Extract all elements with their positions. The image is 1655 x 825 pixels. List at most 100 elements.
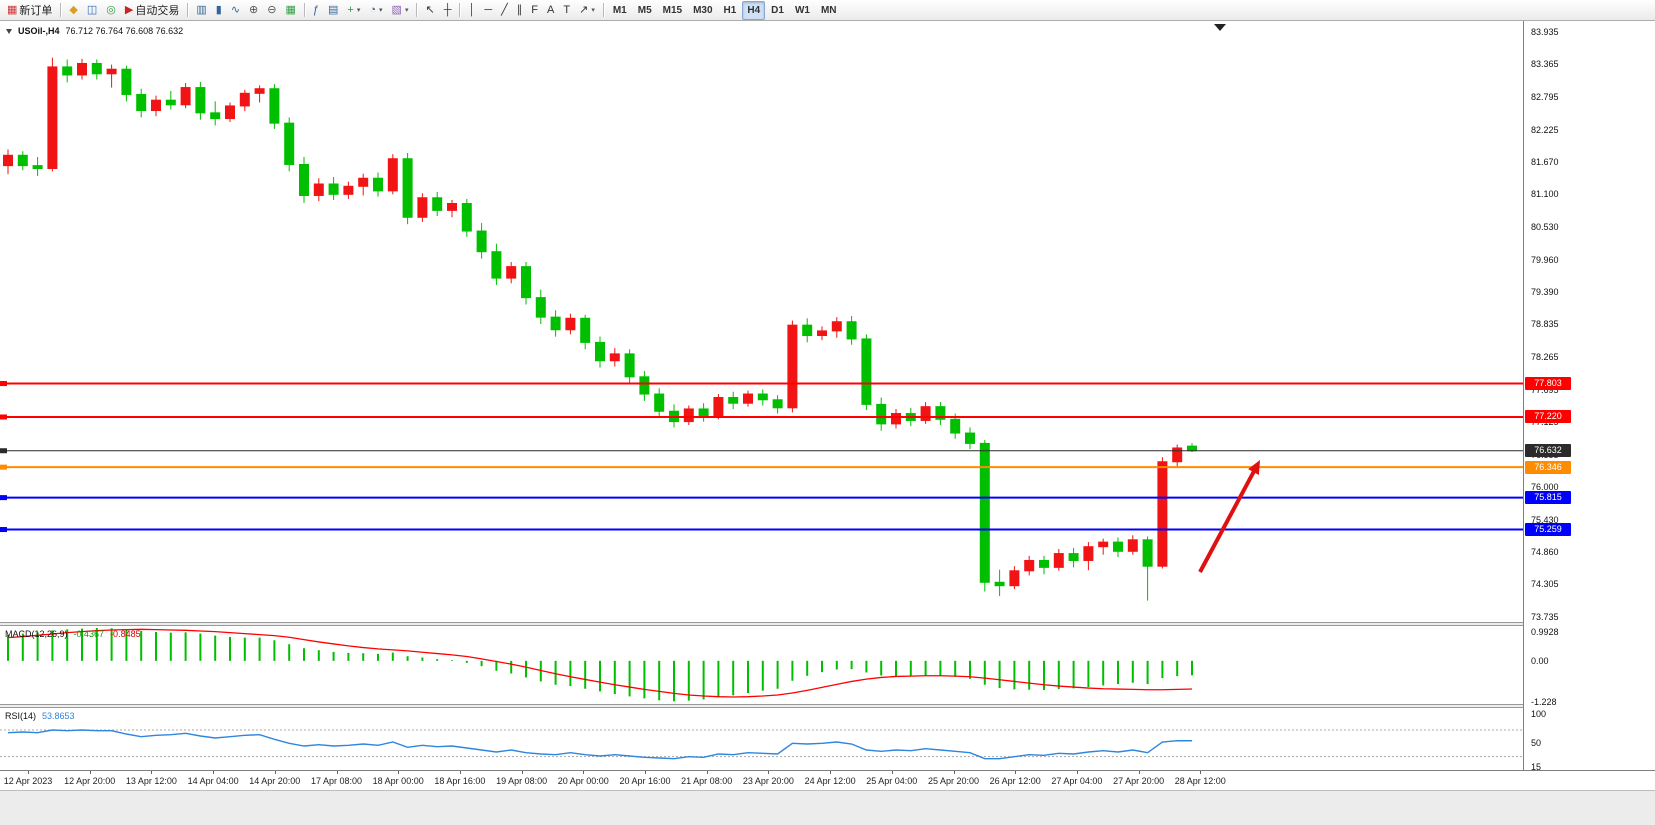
price-chart-pane[interactable] [0,21,1523,622]
time-axis-label: 28 Apr 12:00 [1174,776,1226,786]
candle-body [299,163,309,196]
time-axis-tick [1200,771,1202,774]
indicators-button[interactable]: ƒ [309,1,323,20]
vertical-line-button[interactable]: │ [464,1,479,20]
tf-h1[interactable]: H1 [719,1,742,20]
candle-body [402,158,413,218]
hline-anchor[interactable] [0,464,7,470]
time-axis-tick [1015,771,1017,774]
time-axis-tick [583,771,585,774]
tf-h1-label: H1 [723,4,737,16]
time-axis-tick [28,771,29,774]
time-axis-tick [830,771,832,774]
chevron-down-icon[interactable] [6,28,12,34]
zoom-in-button[interactable]: ⊕ [245,1,262,20]
hline-anchor[interactable] [0,495,7,501]
add-indicator-button[interactable]: + ▾ [343,1,364,20]
time-axis-label: 20 Apr 00:00 [557,776,609,786]
tf-m30[interactable]: M30 [688,1,717,20]
macd-panel-splitter[interactable] [0,622,1655,626]
market-watch-button[interactable]: ◫ [83,1,101,20]
price-tag-76.632: 76.632 [1525,444,1571,458]
channel-button[interactable]: ∥ [513,1,527,20]
tf-w1[interactable]: W1 [790,1,815,20]
arrows-button[interactable]: ↗ ▾ [575,1,599,20]
rsi-panel-splitter[interactable] [0,704,1655,708]
period-button[interactable]: ◔ ▾ [365,1,386,20]
channel-icon: ∥ [516,3,523,16]
tf-m1[interactable]: M1 [608,1,632,20]
tile-windows-button[interactable]: ▦ [281,1,299,20]
toolbar-separator [602,3,604,17]
time-axis-tick [336,771,338,774]
tf-mn[interactable]: MN [816,1,842,20]
candle-body [195,87,206,114]
text-button[interactable]: A [543,1,558,20]
price-axis-label: 74.860 [1531,547,1559,558]
candle-body [284,122,295,165]
candle-body [3,154,13,167]
templates-button[interactable]: ▧ ▾ [388,1,413,20]
tf-m5[interactable]: M5 [633,1,657,20]
line-chart-button[interactable]: ∿ [227,1,244,20]
hline-anchor[interactable] [0,414,7,420]
status-strip [0,790,1655,825]
candle-body [1127,539,1138,552]
text-icon: A [547,3,555,16]
tf-h4[interactable]: H4 [742,0,766,20]
price-axis-label: 76.000 [1531,482,1559,492]
candle-body [831,321,842,332]
time-axis-tick [398,771,400,774]
horizontal-line-button[interactable]: ─ [480,1,496,20]
toolbar-separator [303,3,305,17]
fibonacci-button[interactable]: F [527,1,542,20]
candle-body [432,197,443,211]
bar-chart-button[interactable]: ▥ [192,1,210,20]
time-axis-label: 14 Apr 20:00 [249,776,301,786]
tf-d1[interactable]: D1 [766,1,789,20]
trendline-icon: ╱ [501,3,508,16]
objects-list-button[interactable]: ▤ [324,1,342,20]
hline-anchor[interactable] [0,527,7,533]
tf-m15[interactable]: M15 [658,1,687,20]
time-axis[interactable]: 12 Apr 2023 12 Apr 20:00 13 Apr 12:00 14 Ap… [0,770,1655,790]
toolbar-separator [187,3,189,17]
candle-body [106,68,117,75]
time-axis-label: 21 Apr 08:00 [681,776,733,786]
price-axis[interactable]: 83.935 83.365 82.795 82.225 81.670 81.100 80.5… [1523,21,1655,790]
data-window-button[interactable]: ◎ [102,1,120,20]
zoom-out-button[interactable]: ⊖ [263,1,280,20]
candle-body [802,324,813,336]
new-order-button[interactable]: ▦ 新订单 [3,1,56,20]
rsi-label: RSI(14) 53.8653 [5,711,75,721]
hline-anchor[interactable] [0,448,7,454]
candle-body [239,92,250,107]
macd-panel[interactable] [0,626,1523,704]
time-axis-label: 25 Apr 04:00 [866,776,918,786]
hline-anchor[interactable] [0,381,7,387]
indicators-icon: ƒ [312,3,320,16]
arrow-annotation[interactable] [1198,466,1258,573]
candle-body [713,396,724,417]
price-axis-label: 82.225 [1531,124,1559,135]
price-axis-label: 82.795 [1531,92,1559,103]
rsi-panel[interactable] [0,708,1523,770]
crosshair-button[interactable]: ┼ [440,1,456,20]
profiles-button[interactable]: ◆ [65,1,81,20]
candle-body [1024,559,1035,572]
candlestick-chart-button[interactable]: ▮ [212,1,226,20]
text-label-button[interactable]: T [559,1,574,20]
chart-shift-marker-icon[interactable] [1214,24,1226,31]
time-axis-tick [645,771,646,774]
toolbar-separator [416,3,418,17]
rsi-line [7,729,1193,760]
auto-trading-button[interactable]: ▶ 自动交易 [121,1,183,20]
macd-signal-value: -0.8485 [110,629,141,639]
candle-body [17,154,28,167]
cursor-button[interactable]: ↖ [421,1,438,20]
candle-body [121,68,132,95]
price-axis-label: 83.365 [1531,59,1559,70]
trendline-button[interactable]: ╱ [497,1,512,20]
candle-body [62,66,73,76]
